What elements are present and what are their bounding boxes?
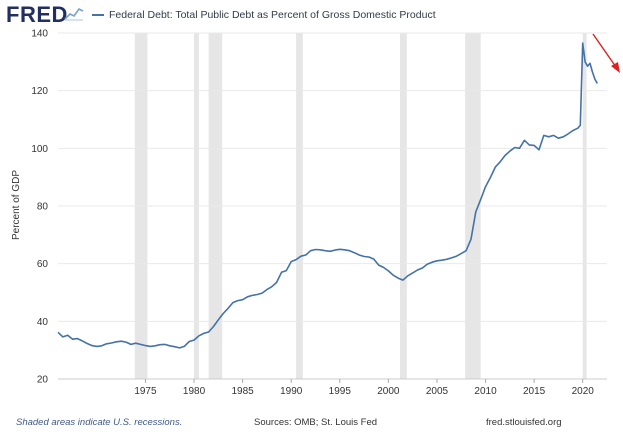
line-chart: 20 40 60 80 100 120 140 1975 1980 1985 1990 1995 20… [11,29,620,397]
y-tick-label-120: 120 [31,86,48,97]
x-tick-label-2015: 2015 [523,386,546,397]
x-tick-label-2000: 2000 [377,386,400,397]
x-tick-label-1990: 1990 [280,386,303,397]
y-axis: 20 40 60 80 100 120 140 [31,29,48,386]
y-tick-label-60: 60 [37,259,49,270]
x-tick-label-2005: 2005 [426,386,449,397]
y-axis-title: Percent of GDP [11,170,22,240]
y-tick-label-100: 100 [31,144,48,155]
legend-swatch [92,14,104,16]
x-axis: 1975 1980 1985 1990 1995 2000 2005 2010 2015 2020 [58,378,607,397]
x-tick-label-2010: 2010 [474,386,497,397]
x-tick-label-1985: 1985 [231,386,254,397]
legend-label: Federal Debt: Total Public Debt as Perce… [109,9,436,21]
sources-text: Sources: OMB; St. Louis Fed [254,417,378,428]
fred-chart-icon [64,7,84,21]
y-tick-label-80: 80 [37,202,49,213]
x-tick-label-1995: 1995 [329,386,352,397]
annotation-arrow-shaft [592,33,617,68]
series-line-1 [57,42,599,349]
gridlines [58,32,607,322]
recession-note: Shaded areas indicate U.S. recessions. [16,417,183,428]
fred-logo[interactable]: FRED [6,2,68,27]
y-tick-label-20: 20 [37,375,49,386]
fred-url-link[interactable]: fred.stlouisfed.org [486,417,562,428]
x-tick-label-1975: 1975 [134,386,157,397]
y-tick-label-40: 40 [37,317,49,328]
x-tick-label-2020: 2020 [572,386,595,397]
y-tick-label-140: 140 [31,29,48,40]
annotation-layer [592,33,620,73]
chart-header: FRED Federal Debt: Total Public Debt as … [0,0,623,30]
x-tick-label-1980: 1980 [183,386,206,397]
annotation-arrow-head [611,62,620,73]
series-layer [57,42,599,349]
chart-footer: Shaded areas indicate U.S. recessions. S… [0,414,623,430]
legend: Federal Debt: Total Public Debt as Perce… [92,9,436,21]
